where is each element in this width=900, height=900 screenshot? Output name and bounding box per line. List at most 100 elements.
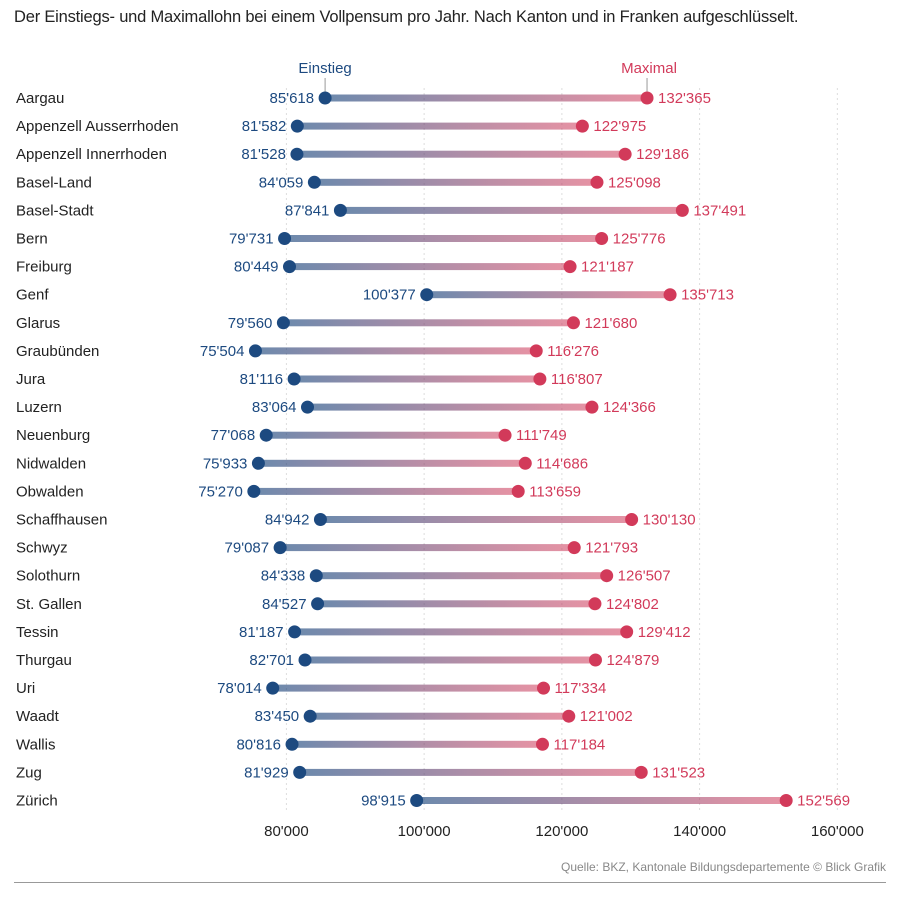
range-bar: [255, 347, 537, 355]
row-waadt: Waadt 83'450 121'002: [16, 708, 633, 725]
range-bar: [320, 516, 632, 523]
range-bar: [416, 797, 787, 804]
source-note: Quelle: BKZ, Kantonale Bildungsdeparteme…: [560, 860, 886, 874]
end-value-label: 131'523: [652, 764, 705, 781]
end-value-label: 116'807: [551, 371, 603, 388]
row-label: Graubünden: [16, 343, 99, 360]
end-dot: [588, 653, 602, 667]
range-bar: [299, 768, 642, 776]
start-value-label: 79'560: [228, 315, 273, 332]
rows-layer: Aargau 85'618 132'365 Appenzell Ausserrhode…: [16, 90, 850, 810]
end-value-label: 135'713: [681, 287, 734, 304]
row-label: Schwyz: [16, 540, 68, 557]
row-label: Zug: [16, 764, 42, 781]
row-label: Tessin: [16, 624, 59, 641]
start-value-label: 84'059: [259, 174, 304, 191]
start-dot: [287, 372, 301, 386]
start-value-label: 84'338: [261, 568, 306, 585]
start-dot: [273, 541, 287, 555]
range-bar: [292, 740, 543, 748]
range-bar: [426, 291, 671, 299]
start-value-label: 75'270: [198, 483, 243, 500]
row-zürich: Zürich 98'915 152'569: [16, 793, 850, 810]
start-dot: [248, 344, 262, 358]
end-dot: [533, 372, 547, 386]
row-schwyz: Schwyz 79'087 121'793: [16, 540, 638, 557]
start-value-label: 84'942: [265, 512, 310, 529]
start-value-label: 77'068: [211, 427, 256, 444]
grid-layer: [285, 88, 838, 810]
start-value-label: 81'582: [242, 118, 287, 135]
end-value-label: 121'187: [581, 259, 634, 276]
range-bar: [317, 600, 595, 608]
row-label: Aargau: [16, 90, 64, 107]
start-value-label: 83'450: [255, 708, 300, 725]
row-nidwalden: Nidwalden 75'933 114'686: [16, 455, 588, 472]
row-label: Obwalden: [16, 483, 84, 500]
start-dot: [313, 513, 327, 526]
start-value-label: 84'527: [262, 596, 307, 613]
x-tick-label: 140'000: [673, 823, 726, 840]
start-dot: [333, 203, 347, 217]
end-dot: [588, 597, 602, 611]
end-dot: [563, 260, 577, 274]
start-dot: [276, 316, 290, 330]
end-dot: [535, 737, 549, 751]
row-label: Bern: [16, 231, 48, 248]
start-dot: [290, 147, 304, 161]
end-dot: [537, 681, 551, 695]
row-wallis: Wallis 80'816 117'184: [16, 736, 605, 753]
start-value-label: 75'933: [203, 455, 248, 472]
end-dot: [566, 316, 580, 330]
start-dot: [283, 260, 297, 274]
end-value-label: 116'276: [547, 343, 599, 360]
start-value-label: 85'618: [270, 90, 315, 107]
end-value-label: 113'659: [529, 483, 581, 500]
row-neuenburg: Neuenburg 77'068 111'749: [16, 427, 567, 444]
row-label: Nidwalden: [16, 455, 86, 472]
end-value-label: 121'680: [584, 315, 637, 332]
x-tick-label: 80'000: [264, 823, 309, 840]
range-bar: [289, 263, 571, 271]
x-axis: 80'000 100'000 120'000 140'000 160'000: [264, 823, 864, 840]
start-dot: [288, 625, 302, 639]
start-dot: [278, 232, 292, 245]
row-st-gallen: St. Gallen 84'527 124'802: [16, 596, 659, 613]
end-dot: [498, 428, 512, 442]
start-dot: [410, 794, 424, 807]
range-bar: [280, 544, 575, 552]
row-solothurn: Solothurn 84'338 126'507: [16, 568, 671, 585]
end-value-label: 132'365: [658, 90, 711, 107]
start-value-label: 82'701: [249, 652, 294, 669]
end-value-label: 121'793: [585, 540, 638, 557]
end-value-label: 124'802: [606, 596, 659, 613]
range-bar: [258, 459, 526, 467]
row-label: Uri: [16, 680, 35, 697]
end-dot: [511, 484, 525, 498]
end-dot: [634, 765, 648, 779]
start-value-label: 98'915: [361, 793, 406, 810]
start-dot: [420, 288, 434, 302]
start-value-label: 75'504: [200, 343, 245, 360]
start-dot: [285, 737, 299, 751]
start-value-label: 79'087: [225, 540, 270, 557]
range-bar: [294, 628, 627, 636]
range-bar: [325, 94, 648, 102]
start-dot: [311, 597, 325, 611]
end-value-label: 125'776: [613, 231, 666, 248]
start-dot: [290, 119, 304, 133]
row-thurgau: Thurgau 82'701 124'879: [16, 652, 659, 669]
start-value-label: 81'187: [239, 624, 284, 641]
end-dot: [600, 569, 614, 583]
end-dot: [562, 709, 576, 723]
range-bar: [296, 150, 626, 158]
row-label: Jura: [16, 371, 46, 388]
row-label: Freiburg: [16, 259, 72, 276]
end-dot: [590, 175, 604, 189]
row-glarus: Glarus 79'560 121'680: [16, 315, 637, 332]
start-dot: [307, 175, 321, 189]
range-bar: [266, 431, 506, 439]
row-basel-land: Basel-Land 84'059 125'098: [16, 174, 661, 191]
legend: Einstieg Maximal: [298, 60, 677, 92]
row-label: Solothurn: [16, 568, 80, 585]
